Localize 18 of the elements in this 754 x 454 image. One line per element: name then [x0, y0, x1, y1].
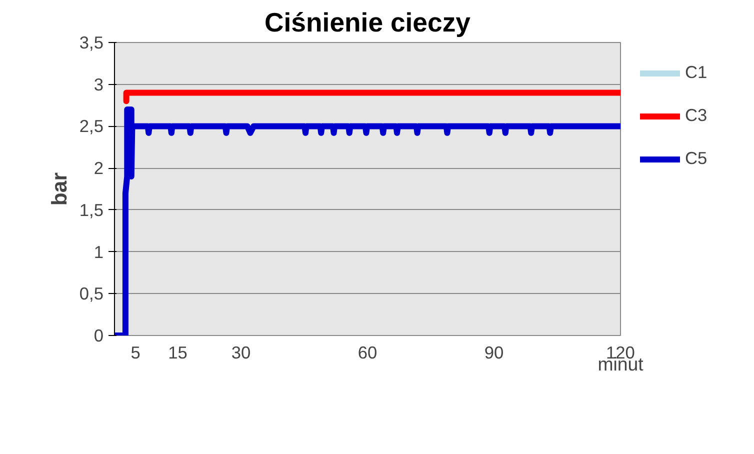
legend-label: C5 [685, 148, 708, 169]
y-tick-label: 2 [94, 158, 104, 178]
x-tick-label: 30 [231, 342, 251, 362]
y-tick-label: 1 [94, 242, 104, 262]
y-tick-label: 1,5 [79, 200, 104, 220]
y-tick-label: 0,5 [79, 284, 104, 304]
y-tick-label: 2,5 [79, 116, 104, 136]
x-tick-label: 5 [130, 342, 140, 362]
x-tick-label: 15 [168, 342, 188, 362]
y-tick-label: 3 [94, 74, 104, 94]
x-tick-label: 90 [484, 342, 504, 362]
y-tick-label: 3,5 [79, 32, 104, 52]
chart-title: Ciśnienie cieczy [264, 8, 471, 38]
legend-label: C1 [685, 62, 708, 83]
y-tick-label: 0 [94, 326, 104, 346]
x-tick-label: 60 [358, 342, 378, 362]
y-axis-title: bar [47, 172, 72, 206]
legend-label: C3 [685, 105, 708, 126]
